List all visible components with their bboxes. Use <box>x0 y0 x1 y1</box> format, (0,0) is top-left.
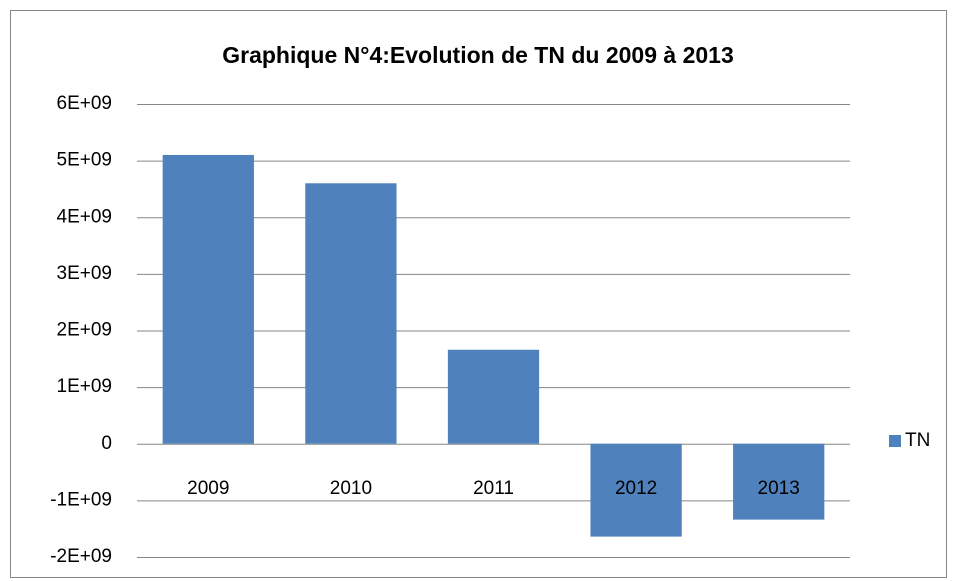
bar <box>162 154 254 444</box>
y-tick-label: 1E+09 <box>57 376 112 397</box>
y-tick-label: 5E+09 <box>57 150 112 171</box>
y-tick-label: 6E+09 <box>57 93 112 114</box>
x-tick-label: 2011 <box>473 478 514 499</box>
legend-swatch <box>889 435 901 447</box>
x-tick-label: 2012 <box>615 478 657 499</box>
y-tick-label: 0 <box>101 433 112 454</box>
legend-label: TN <box>905 430 930 451</box>
chart-title: Graphique N°4:Evolution de TN du 2009 à … <box>222 42 734 68</box>
y-tick-label: 3E+09 <box>57 263 112 284</box>
x-tick-label: 2009 <box>187 478 229 499</box>
bar <box>305 183 397 444</box>
bar <box>447 349 540 444</box>
y-tick-label: 2E+09 <box>57 320 112 341</box>
x-tick-label: 2010 <box>330 478 372 499</box>
y-tick-label: 4E+09 <box>57 206 112 227</box>
x-tick-label: 2013 <box>758 478 800 499</box>
y-tick-label: -1E+09 <box>50 489 112 510</box>
bar <box>590 443 682 537</box>
y-tick-label: -2E+09 <box>50 546 112 567</box>
bar <box>733 443 825 520</box>
